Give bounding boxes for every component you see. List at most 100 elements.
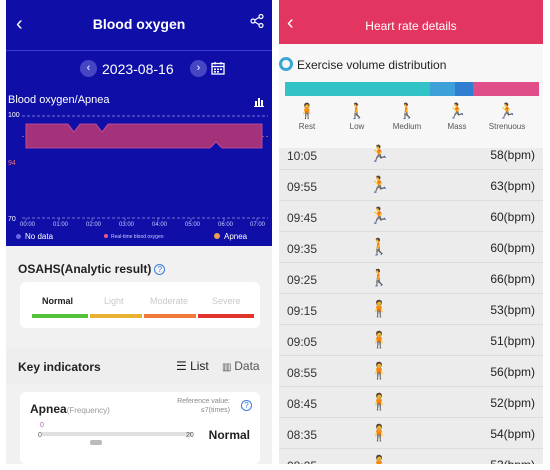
row-time: 09:55 [287,180,318,194]
legend-realtime: Real-time blood oxygen [104,234,164,240]
list-icon: ☰ [176,359,191,373]
row-time: 08:25 [287,459,317,464]
blood-oxygen-area [25,123,263,149]
list-item[interactable]: 08:35 🧍 54(bpm) [279,419,543,449]
calendar-icon[interactable] [211,61,225,80]
list-item[interactable]: 09:15 🧍 53(bpm) [279,295,543,325]
running-person-icon: 🏃 [369,177,389,194]
list-item[interactable]: 09:25 🚶 66(bpm) [279,264,543,294]
list-item[interactable]: 09:45 🏃 60(bpm) [279,202,543,232]
row-bpm: 60(bpm) [490,241,535,255]
x-tick-label: 04:00 [152,222,168,228]
help-icon[interactable]: ? [154,264,166,275]
row-bpm: 66(bpm) [490,272,535,286]
osahs-title-text: OSAHS(Analytic result) [18,262,152,276]
prev-date-button[interactable]: ‹ [80,60,97,77]
range-min: 0 [38,432,42,439]
category-label: Medium [392,122,422,131]
sprinting-person-icon: 🏃 [497,103,517,120]
heart-rate-screen: ‹ Heart rate details Exercise volume dis… [279,0,543,464]
list-item[interactable]: 09:05 🧍 51(bpm) [279,326,543,356]
data-tab[interactable]: ▥ Data [222,359,260,373]
level-normal: Normal [42,296,74,306]
walking-fast-icon: 🚶 [397,103,417,120]
standing-person-icon: 🧍 [297,103,317,120]
walking-person-icon: 🚶 [369,270,389,287]
page-title: Heart rate details [365,19,457,33]
row-bpm: 52(bpm) [490,396,535,410]
level-bar-light [90,314,142,318]
standing-person-icon: 🧍 [369,332,389,349]
divider [6,50,272,51]
list-item[interactable]: 08:25 🧍 53(bpm) [279,450,543,464]
level-bar-severe [198,314,254,318]
level-moderate: Moderate [150,296,189,306]
row-time: 09:15 [287,304,318,318]
list-item[interactable]: 09:35 🚶 60(bpm) [279,233,543,263]
bar-chart-icon[interactable] [254,94,264,112]
help-icon[interactable]: ? [241,400,252,411]
key-indicators-header: Key indicators ☰ List ▥ Data [6,348,272,384]
next-date-button[interactable]: › [190,60,207,77]
row-bpm: 60(bpm) [490,210,535,224]
category-strenuous: 🏃 Strenuous [477,102,537,131]
row-time: 08:35 [287,428,318,442]
row-bpm: 53(bpm) [490,303,535,317]
distribution-segment-strenuous [473,82,539,96]
legend-apnea: Apnea [214,232,247,241]
back-button[interactable]: ‹ [287,12,294,34]
list-item[interactable]: 09:55 🏃 63(bpm) [279,171,543,201]
row-time: 10:05 [287,149,318,163]
category-label: Rest [298,122,316,131]
row-bpm: 56(bpm) [490,365,535,379]
category-label: Low [349,122,365,131]
x-tick-label: 02:00 [86,222,102,228]
distribution-segment-mass [455,82,473,96]
reference-label: Reference value: [177,398,230,405]
level-bar-moderate [144,314,196,318]
category-low: 🚶 Low [327,102,387,131]
walking-person-icon: 🚶 [347,103,367,120]
apnea-range-track [42,432,192,436]
back-button[interactable]: ‹ [16,13,23,35]
legend-label: Apnea [224,232,248,241]
severity-card: Normal Light Moderate Severe [20,282,260,328]
scroll-handle[interactable] [90,440,102,445]
apnea-card: Apnea(Frequency) Reference value: ≤7(time… [20,392,260,464]
standing-person-icon: 🧍 [369,363,389,380]
list-label: List [190,359,209,373]
row-bpm: 58(bpm) [490,148,535,162]
legend-no-data: No data [16,232,53,241]
row-bpm: 53(bpm) [490,458,535,464]
standing-person-icon: 🧍 [369,454,389,464]
row-time: 09:35 [287,242,318,256]
osahs-title: OSAHS(Analytic result)? [18,262,166,276]
x-tick-label: 07:00 [250,222,266,228]
reference-range: ≤7(times) [200,407,230,414]
data-label: Data [234,359,260,373]
blood-oxygen-screen: ‹ Blood oxygen ‹ 2023-08-16 › Blood oxyg… [6,0,272,464]
x-tick-label: 03:00 [119,222,135,228]
row-time: 09:25 [287,273,318,287]
list-item[interactable]: 08:45 🧍 52(bpm) [279,388,543,418]
distribution-section: Exercise volume distribution 🧍 Rest 🚶 Low 🚶 M… [279,44,543,148]
level-light: Light [104,296,124,306]
heart-rate-navbar: ‹ Heart rate details [279,0,543,44]
legend-dot [104,234,108,238]
y-tick-label: 100 [8,112,20,119]
list-item[interactable]: 10:05 🏃 58(bpm) [279,140,543,170]
level-bar-normal [32,314,88,318]
level-severe: Severe [212,296,241,306]
reference-value: Reference value: ≤7(times) [177,397,230,415]
distribution-icon [279,57,293,71]
row-bpm: 51(bpm) [490,334,535,348]
list-item[interactable]: 08:55 🧍 56(bpm) [279,357,543,387]
list-tab[interactable]: ☰ List [176,359,209,373]
x-tick-label: 01:00 [53,222,69,228]
legend-dot [16,234,21,239]
share-icon[interactable] [250,13,264,33]
range-max: 20 [186,432,194,439]
apnea-status: Normal [208,428,250,442]
apnea-name: Apnea(Frequency) [30,402,110,416]
page-title: Blood oxygen [92,16,186,32]
